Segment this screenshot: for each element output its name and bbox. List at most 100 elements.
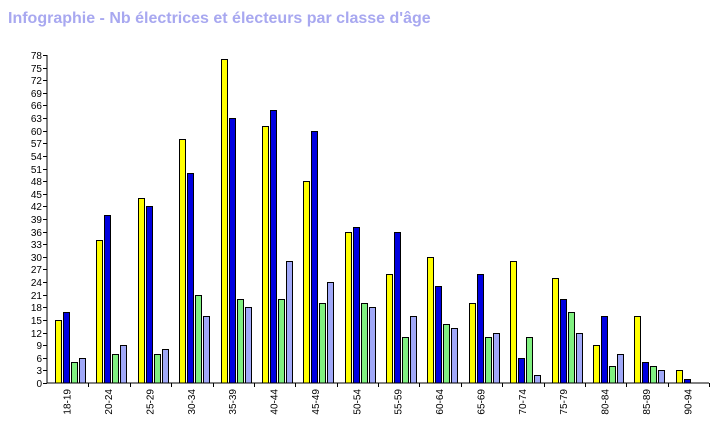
bar: [518, 358, 525, 384]
y-tick-label: 75: [31, 64, 43, 75]
y-tick-label: 45: [31, 190, 43, 201]
bar: [104, 215, 111, 384]
y-tick-label: 39: [31, 215, 43, 226]
y-tick-label: 27: [31, 265, 43, 276]
x-category-label: 25-29: [145, 389, 156, 415]
bar: [609, 366, 616, 384]
bar: [493, 333, 500, 384]
bar: [676, 370, 683, 384]
bar: [327, 282, 334, 384]
bar: [394, 232, 401, 384]
bar: [684, 379, 691, 384]
bar: [286, 261, 293, 384]
bar: [369, 307, 376, 384]
x-category-label: 40-44: [270, 389, 281, 415]
y-tick-label: 15: [31, 316, 43, 327]
x-category-label: 80-84: [601, 389, 612, 415]
bar: [353, 227, 360, 384]
bar: [79, 358, 86, 384]
y-tick-label: 60: [31, 127, 43, 138]
bar: [534, 375, 541, 384]
bar: [138, 198, 145, 384]
x-category-label: 60-64: [435, 389, 446, 415]
y-tick-label: 18: [31, 303, 43, 314]
y-tick-label: 42: [31, 202, 43, 213]
y-tick-label: 30: [31, 253, 43, 264]
bar: [195, 295, 202, 384]
bar: [485, 337, 492, 384]
x-category-label: 50-54: [352, 389, 363, 415]
bar: [179, 139, 186, 384]
bar: [112, 354, 119, 384]
bar: [63, 312, 70, 384]
x-category-label: 45-49: [311, 389, 322, 415]
bar: [229, 118, 236, 384]
bar: [162, 349, 169, 384]
bar: [345, 232, 352, 384]
bar: [510, 261, 517, 384]
y-tick-label: 54: [31, 152, 43, 163]
bar: [526, 337, 533, 384]
bar: [560, 299, 567, 384]
y-tick-label: 24: [31, 278, 43, 289]
bar: [451, 328, 458, 384]
bar: [146, 206, 153, 384]
bar: [311, 131, 318, 384]
y-tick-label: 57: [31, 139, 43, 150]
bar: [245, 307, 252, 384]
bar: [568, 312, 575, 384]
y-tick-label: 21: [31, 291, 43, 302]
bar: [361, 303, 368, 384]
bar: [270, 110, 277, 384]
bar: [443, 324, 450, 384]
y-tick-label: 72: [31, 76, 43, 87]
y-tick-label: 66: [31, 101, 43, 112]
bar: [402, 337, 409, 384]
chart-title: Infographie - Nb électrices et électeurs…: [8, 10, 431, 27]
bar: [617, 354, 624, 384]
y-tick-label: 12: [31, 329, 43, 340]
bar: [658, 370, 665, 384]
bar: [203, 316, 210, 384]
bar: [262, 126, 269, 384]
bar: [154, 354, 161, 384]
x-category-label: 55-59: [394, 389, 405, 415]
bar: [410, 316, 417, 384]
y-tick-label: 51: [31, 165, 43, 176]
y-tick-label: 36: [31, 228, 43, 239]
x-category-label: 30-34: [187, 389, 198, 415]
bar: [601, 316, 608, 384]
bar: [427, 257, 434, 384]
bar: [642, 362, 649, 384]
bar: [120, 345, 127, 384]
y-tick-label: 78: [31, 51, 43, 62]
bar: [237, 299, 244, 384]
bar: [278, 299, 285, 384]
y-tick-label: 3: [36, 366, 42, 377]
x-category-label: 70-74: [518, 389, 529, 415]
bar: [634, 316, 641, 384]
y-tick-label: 6: [36, 354, 42, 365]
bar: [55, 320, 62, 384]
y-tick-label: 69: [31, 89, 43, 100]
bar: [221, 59, 228, 384]
bar: [650, 366, 657, 384]
x-category-label: 85-89: [642, 389, 653, 415]
x-category-label: 90-94: [683, 389, 694, 415]
bar: [477, 274, 484, 384]
y-tick-label: 63: [31, 114, 43, 125]
bar: [71, 362, 78, 384]
y-tick-label: 48: [31, 177, 43, 188]
bar: [593, 345, 600, 384]
bar: [435, 286, 442, 384]
bar: [576, 333, 583, 384]
y-tick-label: 0: [36, 379, 42, 390]
bar: [552, 278, 559, 384]
bar: [469, 303, 476, 384]
bar: [96, 240, 103, 384]
x-category-label: 35-39: [228, 389, 239, 415]
bar: [319, 303, 326, 384]
x-category-label: 20-24: [104, 389, 115, 415]
x-category-label: 65-69: [476, 389, 487, 415]
